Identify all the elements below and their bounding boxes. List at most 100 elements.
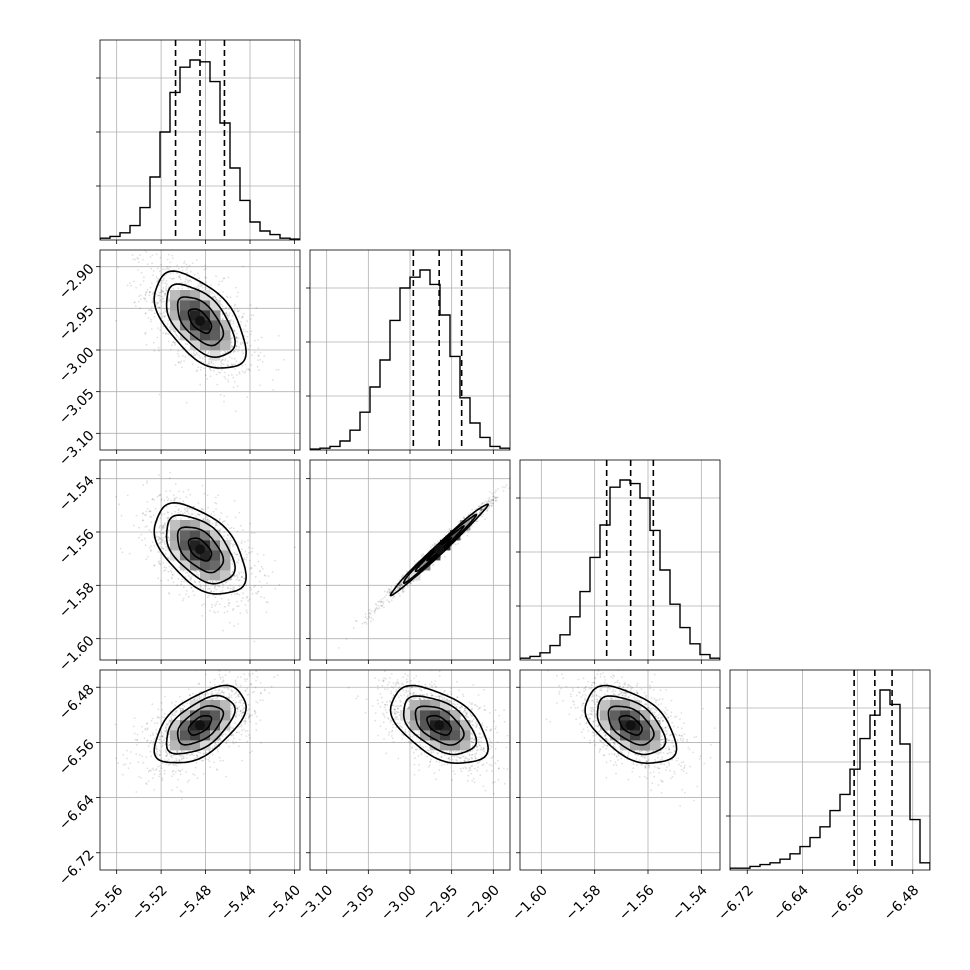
scatter-point [201, 508, 203, 510]
scatter-point [190, 578, 192, 580]
scatter-point [434, 543, 436, 545]
scatter-point [234, 368, 236, 370]
scatter-point [140, 777, 142, 779]
scatter-point [148, 780, 150, 782]
scatter-point [187, 279, 189, 281]
scatter-point [174, 705, 176, 707]
scatter-point [159, 563, 161, 565]
scatter-point [145, 544, 147, 546]
scatter-point [278, 369, 280, 371]
scatter-point [236, 579, 238, 581]
scatter-point [206, 516, 208, 518]
scatter-point [171, 702, 173, 704]
scatter-point [150, 287, 152, 289]
scatter-point [484, 518, 486, 520]
scatter-point [410, 582, 412, 584]
scatter-point [225, 581, 227, 583]
scatter-point [149, 529, 151, 531]
scatter-point [233, 528, 235, 530]
scatter-point [256, 307, 258, 309]
scatter-point [437, 541, 439, 543]
scatter-point [194, 274, 196, 276]
scatter-point [178, 276, 180, 278]
scatter-point [162, 539, 164, 541]
scatter-point [184, 281, 186, 283]
scatter-point [228, 308, 230, 310]
scatter-point [249, 370, 251, 372]
scatter-point [231, 527, 233, 529]
scatter-point [163, 297, 165, 299]
scatter-point [221, 363, 223, 365]
scatter-point [236, 333, 238, 335]
scatter-point [229, 312, 231, 314]
scatter-point [267, 601, 269, 603]
scatter-point [231, 571, 233, 573]
scatter-point [229, 622, 231, 624]
scatter-point [168, 498, 170, 500]
scatter-point [246, 741, 248, 743]
scatter-point [389, 601, 391, 603]
scatter-point [164, 315, 166, 317]
scatter-point [143, 280, 145, 282]
panel-1-0: −3.10−3.05−3.00−2.95−2.90 [56, 247, 300, 469]
scatter-point [168, 341, 170, 343]
scatter-point [202, 358, 204, 360]
scatter-point [181, 578, 183, 580]
scatter-point [196, 287, 198, 289]
scatter-point [157, 295, 159, 297]
scatter-point [187, 511, 189, 513]
scatter-point [240, 685, 242, 687]
scatter-point [210, 686, 212, 688]
scatter-point [206, 378, 208, 380]
density-cell [180, 300, 190, 310]
scatter-point [144, 538, 146, 540]
scatter-point [174, 511, 176, 513]
scatter-point [216, 524, 218, 526]
scatter-point [202, 485, 204, 487]
scatter-point [142, 731, 144, 733]
scatter-point [145, 294, 147, 296]
scatter-point [186, 264, 188, 266]
scatter-point [208, 351, 210, 353]
scatter-point [178, 512, 180, 514]
scatter-point [161, 292, 163, 294]
scatter-point [247, 600, 249, 602]
scatter-point [502, 486, 504, 488]
scatter-point [384, 590, 386, 592]
scatter-point [157, 307, 159, 309]
scatter-point [249, 721, 251, 723]
scatter-point [386, 592, 388, 594]
scatter-point [196, 259, 198, 261]
scatter-point [151, 307, 153, 309]
scatter-point [192, 262, 194, 264]
scatter-point [234, 381, 236, 383]
scatter-point [233, 738, 235, 740]
scatter-point [178, 509, 180, 511]
scatter-point [132, 258, 134, 260]
scatter-point [235, 287, 237, 289]
scatter-point [215, 508, 217, 510]
scatter-point [233, 625, 235, 627]
scatter-point [251, 573, 253, 575]
scatter-point [219, 519, 221, 521]
scatter-point [230, 296, 232, 298]
scatter-point [177, 779, 179, 781]
scatter-point [176, 584, 178, 586]
scatter-point [222, 353, 224, 355]
scatter-point [238, 349, 240, 351]
scatter-point [249, 752, 251, 754]
scatter-point [250, 304, 252, 306]
scatter-point [146, 756, 148, 758]
scatter-point [238, 337, 240, 339]
scatter-point [166, 286, 168, 288]
scatter-point [156, 733, 158, 735]
scatter-point [236, 346, 238, 348]
scatter-point [248, 547, 250, 549]
scatter-point [238, 585, 240, 587]
scatter-point [221, 369, 223, 371]
scatter-point [212, 523, 214, 525]
scatter-point [204, 351, 206, 353]
scatter-point [232, 563, 234, 565]
scatter-point [391, 586, 393, 588]
scatter-point [485, 500, 487, 502]
